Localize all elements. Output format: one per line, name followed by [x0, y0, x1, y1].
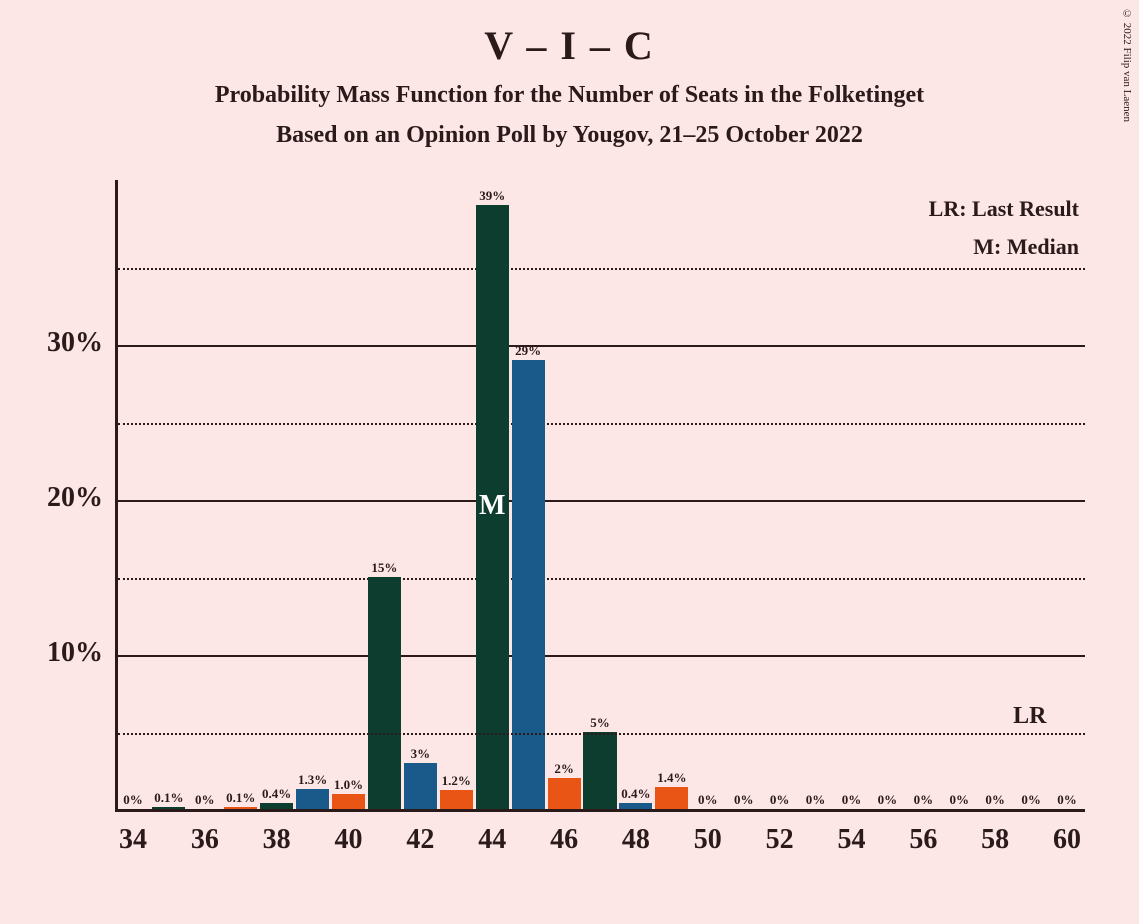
y-tick-label: 30% — [47, 327, 103, 359]
x-tick-label: 40 — [319, 824, 379, 856]
bar-label: 2% — [546, 761, 582, 777]
x-tick-label: 50 — [678, 824, 738, 856]
y-tick-label: 20% — [47, 482, 103, 514]
bar-label: 0.1% — [151, 790, 187, 806]
x-tick-label: 60 — [1037, 824, 1097, 856]
chart-plot-area: 10%20%30%34363840424446485052545658600%0… — [115, 190, 1085, 810]
bar — [404, 763, 437, 810]
y-axis-line — [115, 180, 118, 810]
gridline-minor — [118, 268, 1085, 270]
bar — [152, 807, 185, 809]
bar — [332, 794, 365, 810]
bar-label: 0% — [798, 792, 834, 808]
x-tick-label: 52 — [750, 824, 810, 856]
bar-label: 0% — [1013, 792, 1049, 808]
bar-label: 0% — [1049, 792, 1085, 808]
bar-label: 0% — [977, 792, 1013, 808]
lr-label: LR — [1011, 703, 1048, 730]
bar-label: 0% — [762, 792, 798, 808]
y-tick-label: 10% — [47, 637, 103, 669]
bar-label: 0.4% — [618, 786, 654, 802]
bar-label: 0% — [869, 792, 905, 808]
bar — [619, 803, 652, 809]
bar-label: 0% — [834, 792, 870, 808]
bar — [440, 790, 473, 809]
gridline-major — [118, 655, 1085, 657]
bar-label: 1.2% — [438, 773, 474, 789]
x-tick-label: 48 — [606, 824, 666, 856]
bar — [260, 803, 293, 809]
x-tick-label: 34 — [103, 824, 163, 856]
bar-label: 1.4% — [654, 770, 690, 786]
bar-label: 5% — [582, 715, 618, 731]
bar-label: 0% — [726, 792, 762, 808]
x-tick-label: 38 — [247, 824, 307, 856]
bar — [655, 787, 688, 809]
bar-label: 0% — [187, 792, 223, 808]
median-marker: M — [476, 490, 509, 522]
bar — [368, 577, 401, 810]
bar-label: 0.1% — [223, 790, 259, 806]
bar — [296, 789, 329, 809]
gridline-minor — [118, 423, 1085, 425]
lr-gridline — [118, 733, 1085, 735]
bar — [583, 732, 616, 810]
bar-label: 0% — [905, 792, 941, 808]
bar — [512, 360, 545, 810]
bar-label: 1.3% — [295, 772, 331, 788]
copyright-text: © 2022 Filip van Laenen — [1121, 8, 1133, 122]
x-tick-label: 58 — [965, 824, 1025, 856]
x-tick-label: 36 — [175, 824, 235, 856]
x-axis-line — [115, 809, 1085, 812]
bar — [548, 778, 581, 809]
chart-title-sub: Probability Mass Function for the Number… — [0, 82, 1139, 109]
bar-label: 39% — [474, 188, 510, 204]
chart-title-main: V – I – C — [0, 22, 1139, 69]
chart-title-caption: Based on an Opinion Poll by Yougov, 21–2… — [0, 122, 1139, 149]
gridline-major — [118, 500, 1085, 502]
bar-label: 3% — [402, 746, 438, 762]
gridline-major — [118, 345, 1085, 347]
bar-label: 1.0% — [331, 777, 367, 793]
x-tick-label: 56 — [893, 824, 953, 856]
bar — [224, 807, 257, 809]
gridline-minor — [118, 578, 1085, 580]
bar-label: 0% — [941, 792, 977, 808]
bar-label: 0.4% — [259, 786, 295, 802]
bar-label: 0% — [690, 792, 726, 808]
bar-label: 0% — [115, 792, 151, 808]
bar-label: 29% — [510, 343, 546, 359]
x-tick-label: 54 — [821, 824, 881, 856]
x-tick-label: 44 — [462, 824, 522, 856]
x-tick-label: 46 — [534, 824, 594, 856]
bar-label: 15% — [366, 560, 402, 576]
x-tick-label: 42 — [390, 824, 450, 856]
